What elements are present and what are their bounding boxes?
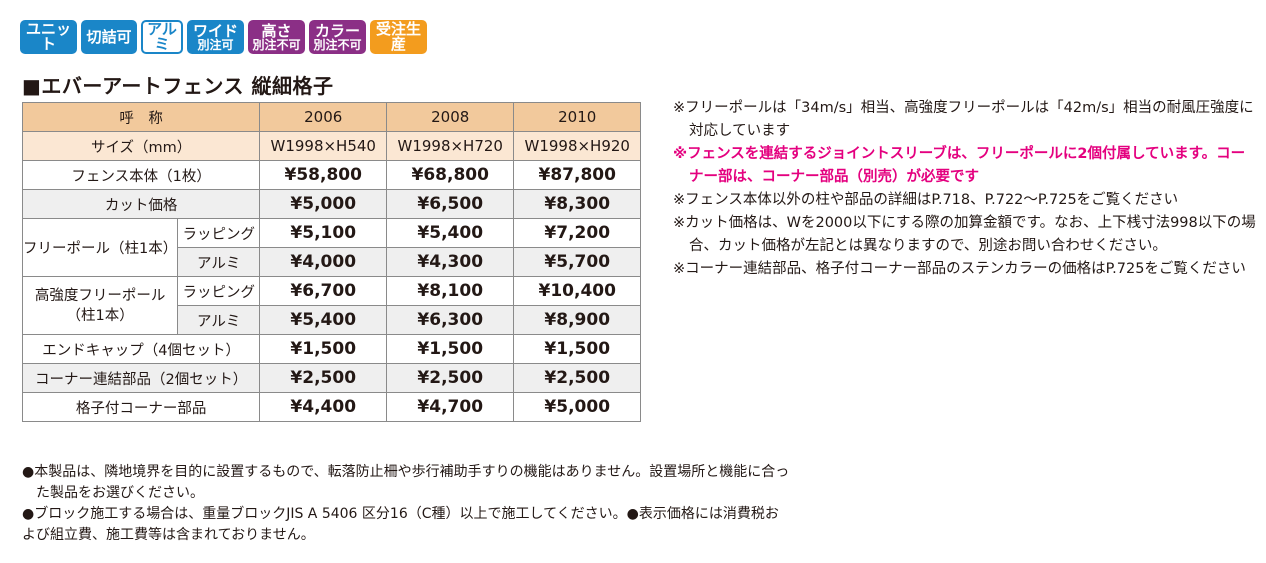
price-cell: ¥6,500 — [386, 189, 515, 219]
price-cell: ¥7,200 — [513, 218, 642, 248]
note-stain-color: ※コーナー連結部品、格子付コーナー部品のステンカラーの価格はP.725をご覧くだ… — [673, 261, 1246, 277]
badge-height-line1: 高さ — [261, 21, 292, 40]
row-label: コーナー連結部品（2個セット） — [21, 363, 261, 393]
table-header-row: 呼 称 2006 2008 2010 — [21, 102, 642, 132]
table-row-strong-pole-wrap: 高強度フリーポール （柱1本） ラッピング ¥6,700 ¥8,100 ¥10,… — [21, 276, 642, 335]
table-cell: W1998×H920 — [513, 131, 642, 161]
badge-unit: ユニット — [20, 20, 77, 54]
badge-alumi-label: アルミ — [147, 20, 177, 53]
table-row-free-pole-alumi: アルミ ¥4,000 ¥4,300 ¥5,700 — [23, 247, 642, 277]
badge-cut-label: 切詰可 — [86, 27, 132, 46]
badge-unit-label: ユニット — [25, 20, 71, 53]
table-row-free-pole-wrap: フリーポール（柱1本） ラッピング ¥5,100 ¥5,400 ¥7,200 — [21, 218, 642, 277]
row-label-free-pole: フリーポール（柱1本） — [21, 218, 179, 277]
table-row-size: サイズ（mm） W1998×H540 W1998×H720 W1998×H920 — [21, 131, 642, 161]
price-cell: ¥8,100 — [386, 276, 515, 306]
price-cell: ¥5,000 — [259, 189, 388, 219]
row-label: エンドキャップ（4個セット） — [21, 334, 261, 364]
price-cell: ¥10,400 — [513, 276, 642, 306]
badge-color-line1: カラー — [314, 21, 360, 40]
price-cell: ¥87,800 — [513, 160, 642, 190]
sub-label: ラッピング — [177, 218, 261, 248]
price-cell: ¥5,000 — [513, 392, 642, 422]
note-wind-pressure: ※フリーポールは「34m/s」相当、高強度フリーポールは「42m/s」相当の耐風… — [673, 100, 1254, 139]
sub-label: ラッピング — [177, 276, 261, 306]
price-cell: ¥2,500 — [259, 363, 388, 393]
row-label: フェンス本体（1枚） — [21, 160, 261, 190]
table-row-lattice-corner: 格子付コーナー部品 ¥4,400 ¥4,700 ¥5,000 — [21, 392, 642, 422]
note-block-install: ●ブロック施工する場合は、重量ブロックJIS A 5406 区分16（C種）以上… — [22, 506, 779, 543]
price-cell: ¥1,500 — [259, 334, 388, 364]
row-label-strong-pole: 高強度フリーポール （柱1本） — [21, 276, 179, 335]
header-col-2010: 2010 — [513, 102, 642, 132]
price-cell: ¥5,400 — [259, 305, 388, 335]
table-row-corner: コーナー連結部品（2個セット） ¥2,500 ¥2,500 ¥2,500 — [21, 363, 642, 393]
table-row-cut: カット価格 ¥5,000 ¥6,500 ¥8,300 — [21, 189, 642, 219]
note-joint-sleeve: ※フェンスを連結するジョイントスリーブは、フリーポールに2個付属しています。コー… — [673, 146, 1246, 185]
table-row-endcap: エンドキャップ（4個セット） ¥1,500 ¥1,500 ¥1,500 — [21, 334, 642, 364]
badge-color-line2: 別注不可 — [313, 37, 362, 52]
price-cell: ¥1,500 — [386, 334, 515, 364]
table-row-strong-pole-alumi: アルミ ¥5,400 ¥6,300 ¥8,900 — [23, 305, 642, 335]
price-cell: ¥8,900 — [513, 305, 642, 335]
price-cell: ¥2,500 — [386, 363, 515, 393]
table-cell: W1998×H720 — [386, 131, 515, 161]
badge-alumi: アルミ — [141, 20, 183, 54]
price-table: 呼 称 2006 2008 2010 サイズ（mm） W1998×H540 W1… — [21, 102, 642, 422]
page-title: ■エバーアートフェンス 縦細格子 — [22, 74, 334, 98]
badge-cut: 切詰可 — [81, 20, 137, 54]
notes-bottom: ●本製品は、隣地境界を目的に設置するもので、転落防止柵や歩行補助手すりの機能はあ… — [22, 462, 792, 546]
note-usage: ●本製品は、隣地境界を目的に設置するもので、転落防止柵や歩行補助手すりの機能はあ… — [22, 464, 790, 501]
price-cell: ¥2,500 — [513, 363, 642, 393]
price-cell: ¥5,700 — [513, 247, 642, 277]
header-col-2008: 2008 — [386, 102, 515, 132]
price-cell: ¥5,400 — [386, 218, 515, 248]
price-cell: ¥6,300 — [386, 305, 515, 335]
price-cell: ¥4,300 — [386, 247, 515, 277]
notes-right: ※フリーポールは「34m/s」相当、高強度フリーポールは「42m/s」相当の耐風… — [673, 97, 1258, 281]
row-label: カット価格 — [21, 189, 261, 219]
note-parts-detail: ※フェンス本体以外の柱や部品の詳細はP.718、P.722～P.725をご覧くだ… — [673, 192, 1179, 208]
table-cell: W1998×H540 — [259, 131, 388, 161]
header-col-2006: 2006 — [259, 102, 388, 132]
row-label-line1: 高強度フリーポール — [34, 287, 166, 304]
badge-order: 受注生産 — [370, 20, 427, 54]
note-cut-price: ※カット価格は、Wを2000以下にする際の加算金額です。なお、上下桟寸法998以… — [673, 215, 1256, 254]
row-label: 格子付コーナー部品 — [21, 392, 261, 422]
price-cell: ¥5,100 — [259, 218, 388, 248]
price-cell: ¥58,800 — [259, 160, 388, 190]
price-cell: ¥4,400 — [259, 392, 388, 422]
row-label: サイズ（mm） — [21, 131, 261, 161]
badge-height: 高さ 別注不可 — [248, 20, 305, 54]
price-cell: ¥4,000 — [259, 247, 388, 277]
price-cell: ¥1,500 — [513, 334, 642, 364]
sub-label: アルミ — [177, 305, 261, 335]
price-cell: ¥6,700 — [259, 276, 388, 306]
price-cell: ¥68,800 — [386, 160, 515, 190]
badge-order-label: 受注生産 — [375, 20, 421, 53]
badge-wide-line2: 別注可 — [197, 37, 234, 52]
badge-wide: ワイド 別注可 — [187, 20, 244, 54]
badge-wide-line1: ワイド — [192, 21, 238, 40]
badge-color: カラー 別注不可 — [309, 20, 366, 54]
header-label: 呼 称 — [21, 102, 261, 132]
badge-row: ユニット 切詰可 アルミ ワイド 別注可 高さ 別注不可 カラー 別注不可 受注… — [20, 20, 427, 54]
price-cell: ¥4,700 — [386, 392, 515, 422]
row-label-line2: （柱1本） — [66, 307, 134, 324]
sub-label: アルミ — [177, 247, 261, 277]
price-cell: ¥8,300 — [513, 189, 642, 219]
table-row-fence: フェンス本体（1枚） ¥58,800 ¥68,800 ¥87,800 — [21, 160, 642, 190]
badge-height-line2: 別注不可 — [252, 37, 301, 52]
